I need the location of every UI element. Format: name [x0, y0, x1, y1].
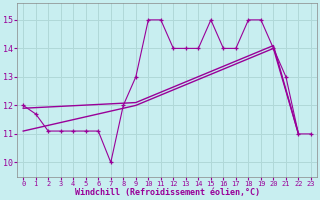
X-axis label: Windchill (Refroidissement éolien,°C): Windchill (Refroidissement éolien,°C) — [75, 188, 260, 197]
